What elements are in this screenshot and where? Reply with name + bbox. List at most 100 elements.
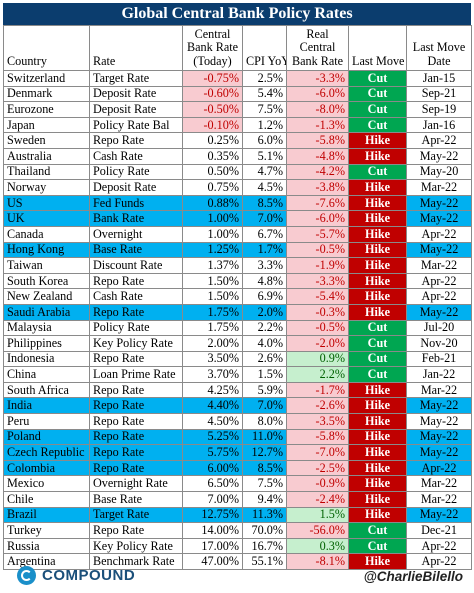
cell-last-move: Hike (348, 506, 407, 524)
cell-last-move: Hike (348, 397, 407, 415)
cell-central-bank-rate: -0.60% (182, 85, 243, 103)
table-row: Canada Overnight 1.00% 6.7% -5.7% Hike Apr-22 (3, 225, 472, 243)
cell-central-bank-rate: 1.25% (182, 241, 243, 259)
cell-country: Peru (3, 413, 90, 430)
cell-last-move-date: May-22 (406, 147, 472, 165)
cell-country: Turkey (3, 522, 90, 539)
table-row: Norway Deposit Rate 0.75% 4.5% -3.8% Hike Mar-… (3, 179, 472, 196)
cell-cpi-yoy: 12.7% (242, 444, 287, 461)
cell-last-move-date: May-22 (406, 210, 472, 227)
cell-real-rate: 0.3% (286, 537, 349, 555)
rates-table-card: Global Central Bank Policy Rates Country… (3, 3, 472, 590)
cell-last-move: Cut (348, 366, 407, 383)
cell-cpi-yoy: 5.4% (242, 85, 287, 103)
table-row: Turkey Repo Rate 14.00% 70.0% -56.0% Cut Dec-2… (3, 522, 472, 539)
compound-logo-icon (17, 566, 36, 585)
cell-real-rate: -2.5% (286, 459, 349, 477)
table-row: Chile Base Rate 7.00% 9.4% -2.4% Hike Mar-22 (3, 491, 472, 508)
col-header-last-move: Last Move (348, 25, 407, 71)
cell-last-move: Cut (348, 335, 407, 352)
cell-country: Sweden (3, 132, 90, 149)
cell-last-move-date: May-22 (406, 444, 472, 461)
cell-rate-type: Base Rate (89, 241, 183, 259)
cell-cpi-yoy: 16.7% (242, 537, 287, 555)
cell-cpi-yoy: 7.0% (242, 210, 287, 227)
cell-last-move-date: Mar-22 (406, 381, 472, 399)
brand-logo: COMPOUND (17, 566, 135, 585)
cell-central-bank-rate: 6.50% (182, 475, 243, 493)
cell-country: Poland (3, 428, 90, 446)
cell-country: Hong Kong (3, 241, 90, 259)
cell-last-move-date: Sep-19 (406, 101, 472, 118)
table-row: Thailand Policy Rate 0.50% 4.7% -4.2% Cut May-… (3, 163, 472, 181)
cell-last-move-date: Dec-21 (406, 522, 472, 539)
cell-central-bank-rate: 1.50% (182, 272, 243, 290)
cell-last-move: Cut (348, 350, 407, 368)
cell-real-rate: -2.0% (286, 335, 349, 352)
cell-cpi-yoy: 2.6% (242, 350, 287, 368)
cell-last-move-date: Mar-22 (406, 257, 472, 274)
table-row: Brazil Target Rate 12.75% 11.3% 1.5% Hike May-… (3, 506, 472, 524)
cell-cpi-yoy: 8.0% (242, 413, 287, 430)
cell-real-rate: -5.7% (286, 225, 349, 243)
cell-real-rate: -0.9% (286, 475, 349, 493)
cell-central-bank-rate: 12.75% (182, 506, 243, 524)
table-row: Denmark Deposit Rate -0.60% 5.4% -6.0% Cut Sep… (3, 85, 472, 103)
cell-rate-type: Repo Rate (89, 413, 183, 430)
cell-last-move-date: May-22 (406, 413, 472, 430)
cell-last-move: Hike (348, 272, 407, 290)
cell-cpi-yoy: 6.0% (242, 132, 287, 149)
cell-last-move-date: Apr-22 (406, 537, 472, 555)
cell-last-move-date: May-20 (406, 163, 472, 181)
cell-real-rate: -0.5% (286, 241, 349, 259)
col-header-real-rate: Real Central Bank Rate (286, 25, 349, 71)
cell-last-move: Cut (348, 70, 407, 87)
col-header-central-bank-rate: Central Bank Rate (Today) (182, 25, 243, 71)
cell-last-move: Hike (348, 147, 407, 165)
cell-cpi-yoy: 55.1% (242, 553, 287, 570)
footer: COMPOUND @CharlieBilello (3, 564, 471, 590)
cell-real-rate: -3.3% (286, 70, 349, 87)
table-row: Indonesia Repo Rate 3.50% 2.6% 0.9% Cut Feb-21 (3, 350, 472, 368)
cell-last-move: Cut (348, 163, 407, 181)
cell-rate-type: Deposit Rate (89, 179, 183, 196)
table-row: South Africa Repo Rate 4.25% 5.9% -1.7% Hike M… (3, 381, 472, 399)
col-header-cpi-yoy: CPI YoY (242, 25, 287, 71)
cell-country: Colombia (3, 459, 90, 477)
cell-cpi-yoy: 8.5% (242, 194, 287, 212)
cell-last-move-date: May-22 (406, 397, 472, 415)
cell-real-rate: -6.0% (286, 85, 349, 103)
cell-last-move-date: Jan-22 (406, 366, 472, 383)
cell-central-bank-rate: 3.70% (182, 366, 243, 383)
cell-country: Brazil (3, 506, 90, 524)
cell-rate-type: Repo Rate (89, 303, 183, 321)
table-row: US Fed Funds 0.88% 8.5% -7.6% Hike May-22 (3, 194, 472, 212)
table-body: Switzerland Target Rate -0.75% 2.5% -3.3% Cut… (3, 70, 472, 570)
cell-last-move-date: Jan-16 (406, 116, 472, 134)
cell-rate-type: Repo Rate (89, 381, 183, 399)
cell-country: Czech Republic (3, 444, 90, 461)
cell-last-move: Cut (348, 116, 407, 134)
cell-country: Malaysia (3, 319, 90, 337)
table-row: Saudi Arabia Repo Rate 1.75% 2.0% -0.3% Hike M… (3, 303, 472, 321)
cell-country: India (3, 397, 90, 415)
cell-cpi-yoy: 7.5% (242, 475, 287, 493)
table-row: Poland Repo Rate 5.25% 11.0% -5.8% Hike May-22 (3, 428, 472, 446)
cell-cpi-yoy: 4.7% (242, 163, 287, 181)
cell-rate-type: Policy Rate Bal (89, 116, 183, 134)
table-row: India Repo Rate 4.40% 7.0% -2.6% Hike May-22 (3, 397, 472, 415)
cell-cpi-yoy: 2.0% (242, 303, 287, 321)
cell-central-bank-rate: 4.50% (182, 413, 243, 430)
cell-real-rate: -8.0% (286, 101, 349, 118)
cell-real-rate: -1.7% (286, 381, 349, 399)
cell-cpi-yoy: 9.4% (242, 491, 287, 508)
cell-rate-type: Target Rate (89, 70, 183, 87)
policy-rates-table: Country Rate Central Bank Rate (Today) C… (3, 25, 472, 570)
cell-central-bank-rate: 0.25% (182, 132, 243, 149)
cell-real-rate: -2.6% (286, 397, 349, 415)
cell-last-move-date: May-22 (406, 241, 472, 259)
cell-last-move-date: Mar-22 (406, 179, 472, 196)
cell-rate-type: Repo Rate (89, 428, 183, 446)
cell-last-move-date: Apr-22 (406, 288, 472, 305)
cell-cpi-yoy: 70.0% (242, 522, 287, 539)
